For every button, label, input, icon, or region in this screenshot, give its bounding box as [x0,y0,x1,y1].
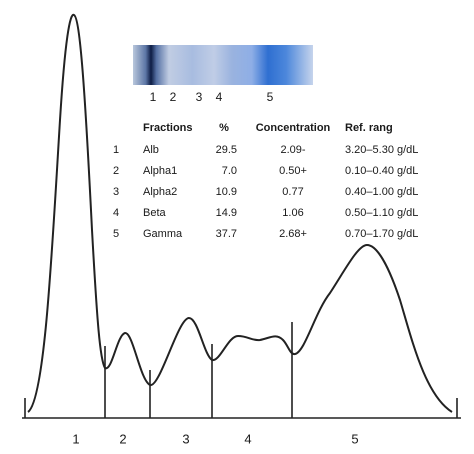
gel-label: 3 [196,90,203,104]
table-cell: 0.77 [282,186,303,198]
densitometry-trace [27,13,453,413]
table-cell: 0.50–1.10 g/dL [345,207,418,219]
table-cell: 10.9 [216,186,237,198]
table-cell: 2.68+ [279,228,307,240]
table-cell: Alpha2 [143,186,177,198]
table-cell: 1.06 [282,207,303,219]
fraction-label: 3 [182,431,189,446]
table-cell: 29.5 [216,144,237,156]
table-cell: 3 [113,186,119,198]
table-cell: 0.40–1.00 g/dL [345,186,418,198]
table-cell: 4 [113,207,119,219]
table-header: Fractions [143,122,193,134]
table-header: Ref. rang [345,122,393,134]
gel-label: 4 [216,90,223,104]
table-cell: 37.7 [216,228,237,240]
table-cell: Alb [143,144,159,156]
table-cell: 5 [113,228,119,240]
gel-label: 2 [170,90,177,104]
table-cell: 3.20–5.30 g/dL [345,144,418,156]
fraction-label: 5 [351,431,358,446]
table-cell: 0.10–0.40 g/dL [345,165,418,177]
table-cell: Alpha1 [143,165,177,177]
gel-label: 5 [267,90,274,104]
fraction-label: 1 [72,431,79,446]
fraction-label: 4 [244,431,251,446]
table-cell: 7.0 [222,165,237,177]
table-header: % [219,122,229,134]
fraction-label: 2 [119,431,126,446]
table-cell: 2 [113,165,119,177]
table-cell: 0.50+ [279,165,307,177]
table-cell: 2.09- [280,144,305,156]
table-cell: 0.70–1.70 g/dL [345,228,418,240]
table-cell: 1 [113,144,119,156]
table-cell: Beta [143,207,167,219]
table-header: Concentration [256,122,331,134]
table-cell: Gamma [143,228,183,240]
table-cell: 14.9 [216,207,237,219]
baseline-and-dividers [22,322,461,419]
gel-label: 1 [150,90,157,104]
gel-strip [133,45,313,85]
